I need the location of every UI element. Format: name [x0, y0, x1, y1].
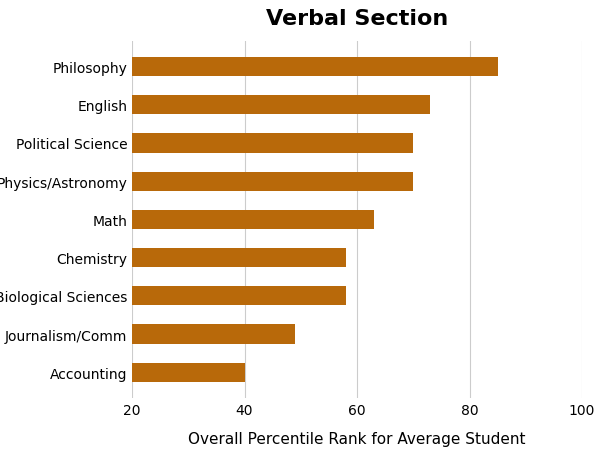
- Title: Verbal Section: Verbal Section: [266, 9, 448, 29]
- Bar: [132, 363, 245, 382]
- Bar: [132, 96, 430, 115]
- Bar: [132, 287, 346, 306]
- Bar: [132, 210, 374, 230]
- Bar: [132, 134, 413, 153]
- Bar: [132, 249, 346, 268]
- Bar: [132, 172, 413, 191]
- Bar: [132, 325, 295, 344]
- Bar: [132, 58, 497, 77]
- X-axis label: Overall Percentile Rank for Average Student: Overall Percentile Rank for Average Stud…: [188, 431, 526, 446]
